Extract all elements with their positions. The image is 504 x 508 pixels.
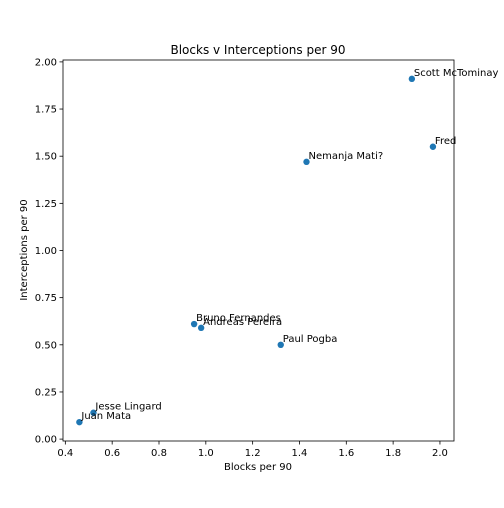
data-point [408,75,416,83]
x-tick-label: 1.2 [245,448,261,459]
data-point-label: Paul Pogba [283,334,338,345]
y-tick-label: 2.00 [35,57,57,68]
data-point-label: Juan Mata [80,411,131,422]
y-tick-label: 1.50 [35,152,57,163]
y-axis-label: Interceptions per 90 [19,199,30,300]
data-point [277,341,284,349]
data-point [303,158,310,166]
data-point [429,143,437,150]
x-tick-label: 0.8 [151,448,167,459]
plot-frame [62,59,455,442]
x-tick-label: 2.0 [432,448,448,459]
x-axis-label: Blocks per 90 [224,462,292,473]
data-points [76,75,437,426]
chart-title: Blocks v Interceptions per 90 [170,43,345,57]
x-tick-label: 1.6 [338,448,354,459]
data-point [190,320,198,328]
x-axis-ticks: 0.4 0.6 0.8 1.0 1.2 1.4 1.6 1.8 2.0 [57,441,448,459]
y-tick-label: 0.75 [35,293,57,304]
x-tick-label: 1.8 [385,448,401,459]
y-tick-label: 1.75 [35,105,57,116]
y-tick-label: 0.25 [35,387,57,398]
x-tick-label: 0.6 [104,448,120,459]
x-tick-label: 0.4 [57,448,73,459]
data-point [197,324,205,332]
x-tick-label: 1.4 [292,448,308,459]
point-labels: Scott McTominay Fred Nemanja Mati? Bruno Fe… [80,68,498,422]
data-point-label: Bruno Fernandes [196,313,281,324]
data-point-label: Andreas Pereira [203,317,282,328]
data-point-label: Jesse Lingard [94,402,161,413]
data-point-label: Scott McTominay [414,68,499,79]
data-point-label: Nemanja Mati? [308,151,383,162]
y-tick-label: 1.25 [35,199,57,210]
data-point-label: Fred [435,136,456,147]
data-point [90,409,97,416]
y-tick-label: 1.00 [35,246,57,257]
data-point [76,418,83,426]
y-tick-label: 0.50 [35,340,57,351]
plot-area: 0.4 0.6 0.8 1.0 1.2 1.4 1.6 1.8 2.0 0.00 0.25 0.50… [35,57,499,459]
y-axis-ticks: 0.00 0.25 0.50 0.75 1.00 1.25 1.50 1.75 2.00 [35,57,63,446]
y-tick-label: 0.00 [35,435,57,446]
x-tick-label: 1.0 [198,448,214,459]
